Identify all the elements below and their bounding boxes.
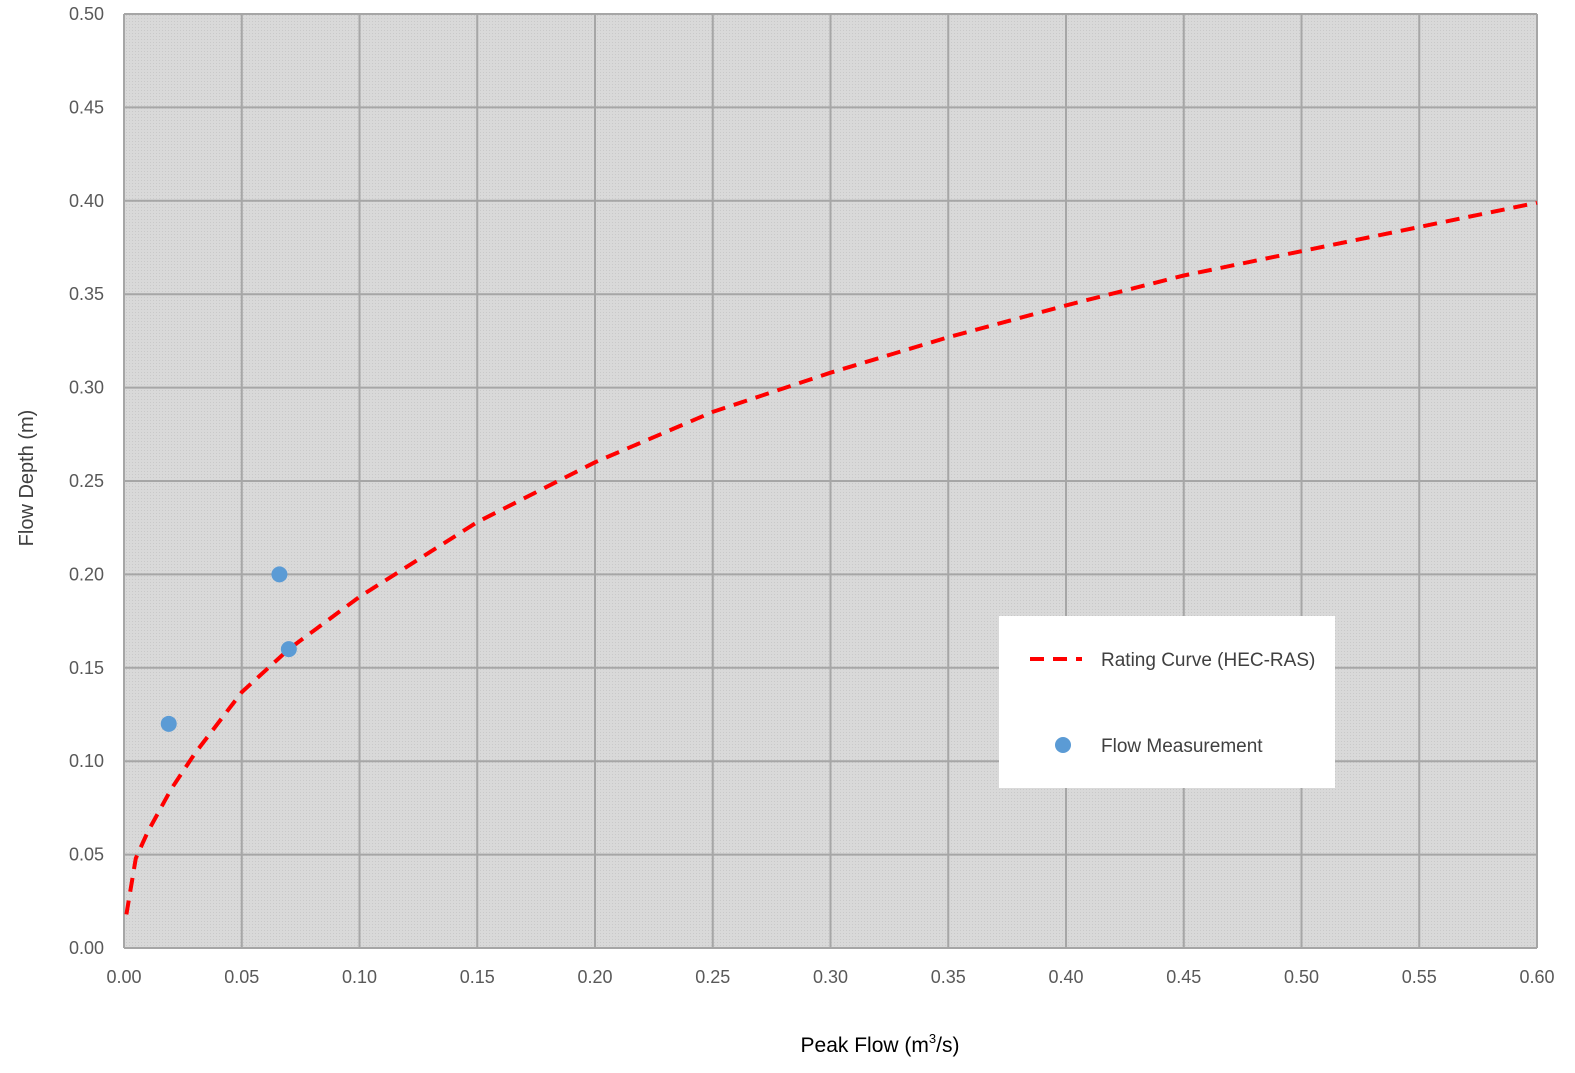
y-tick-label: 0.15 bbox=[69, 658, 104, 678]
x-tick-label: 0.60 bbox=[1519, 967, 1554, 987]
y-tick-label: 0.25 bbox=[69, 471, 104, 491]
y-tick-label: 0.00 bbox=[69, 938, 104, 958]
y-tick-label: 0.40 bbox=[69, 191, 104, 211]
x-tick-label: 0.55 bbox=[1402, 967, 1437, 987]
x-tick-label: 0.30 bbox=[813, 967, 848, 987]
y-tick-label: 0.45 bbox=[69, 97, 104, 117]
grid-layer bbox=[123, 13, 1538, 949]
legend-label-rating-curve: Rating Curve (HEC-RAS) bbox=[1101, 650, 1315, 671]
x-tick-label: 0.10 bbox=[342, 967, 377, 987]
legend-box bbox=[999, 616, 1335, 788]
y-tick-label: 0.20 bbox=[69, 564, 104, 584]
x-tick-label: 0.00 bbox=[106, 967, 141, 987]
tick-label-layer: 0.00 0.05 0.10 0.15 0.20 0.25 0.30 0.35 0.40 0.45… bbox=[69, 4, 1555, 987]
x-tick-label: 0.35 bbox=[931, 967, 966, 987]
x-tick-label: 0.45 bbox=[1166, 967, 1201, 987]
x-tick-label: 0.15 bbox=[460, 967, 495, 987]
rating-curve-line bbox=[124, 200, 1538, 915]
flow-measurement-point bbox=[271, 566, 288, 583]
series-layer bbox=[124, 200, 1538, 915]
x-tick-label: 0.40 bbox=[1048, 967, 1083, 987]
x-axis-title: Peak Flow (m3/s) bbox=[801, 1031, 960, 1057]
y-tick-label: 0.30 bbox=[69, 378, 104, 398]
x-axis-title-tail: /s) bbox=[936, 1034, 959, 1057]
x-tick-label: 0.20 bbox=[577, 967, 612, 987]
legend-dot-swatch bbox=[1055, 737, 1071, 753]
flow-measurement-point bbox=[160, 715, 177, 732]
y-tick-label: 0.50 bbox=[69, 4, 104, 24]
flow-measurement-point bbox=[280, 641, 297, 658]
x-axis-title-main: Peak Flow (m bbox=[801, 1034, 929, 1057]
x-tick-label: 0.25 bbox=[695, 967, 730, 987]
x-tick-label: 0.05 bbox=[224, 967, 259, 987]
y-axis-title: Flow Depth (m) bbox=[16, 410, 38, 547]
y-tick-label: 0.35 bbox=[69, 284, 104, 304]
x-tick-label: 0.50 bbox=[1284, 967, 1319, 987]
legend-label-flow-measurement: Flow Measurement bbox=[1101, 736, 1263, 757]
y-tick-label: 0.05 bbox=[69, 845, 104, 865]
legend: Rating Curve (HEC-RAS) Flow Measurement bbox=[999, 616, 1335, 788]
y-tick-label: 0.10 bbox=[69, 751, 104, 771]
x-axis-title-sup: 3 bbox=[929, 1031, 936, 1046]
